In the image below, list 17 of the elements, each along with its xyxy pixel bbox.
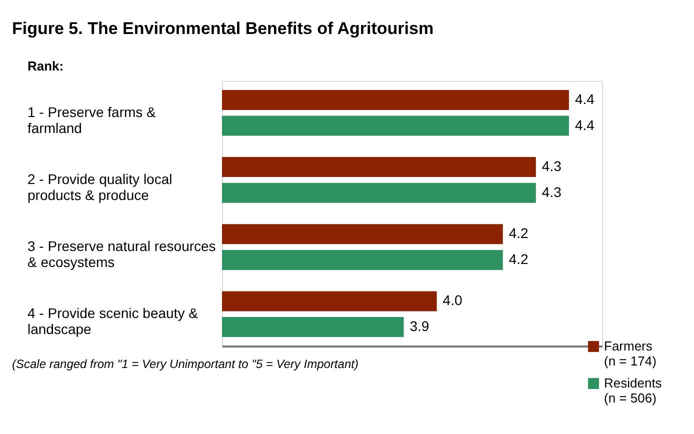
text: (Scale ranged from "1 = Very Unimportant to "5 = Very Important) <box>12 357 358 371</box>
data-label: 4.2 <box>508 250 529 267</box>
y-axis-title: Rank: <box>28 58 64 74</box>
data-label: 4.2 <box>508 225 529 242</box>
y-tick-label: 1 - Preserve farms & farmland <box>28 104 157 136</box>
data-label: 3.9 <box>410 318 430 334</box>
legend-label: Residents (n = 506) <box>604 376 662 406</box>
data-label: 4.3 <box>542 184 562 200</box>
chart-title: Figure 5. The Environmental Benefits of Agritourism <box>12 19 434 38</box>
data-label: 4.3 <box>542 158 562 174</box>
data-label: 4.0 <box>442 292 462 308</box>
data-label: 4.4 <box>574 116 595 133</box>
legend-label: Farmers (n = 174) <box>604 338 656 368</box>
y-tick-label: 4 - Provide scenic beauty & landscape <box>28 305 199 338</box>
y-tick-label: 3 - Preserve natural resources & ecosystems <box>28 238 216 270</box>
data-label: 4.4 <box>574 90 595 107</box>
y-tick-label: 2 - Provide quality local products & produce <box>28 170 172 203</box>
